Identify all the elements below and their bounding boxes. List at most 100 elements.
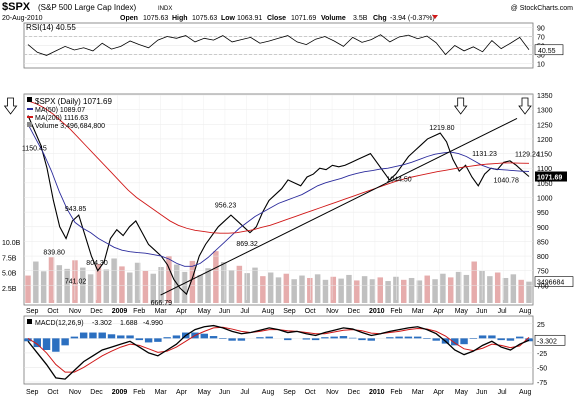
price-tick-label: 1350	[537, 93, 553, 100]
macd-line	[27, 324, 530, 380]
volume-tick-label: 5.0B	[2, 271, 17, 278]
ma50-line	[27, 124, 530, 267]
macd-histogram-bar	[497, 338, 505, 341]
price-tick-label: 700	[537, 283, 549, 290]
macd-histogram-bar	[413, 336, 422, 339]
macd-histogram-bar	[525, 338, 533, 342]
macd-histogram-bar	[237, 338, 246, 341]
down-arrow-icon	[3, 97, 18, 115]
macd-x-tick-label: Nov	[69, 389, 82, 396]
down-triangle-icon	[432, 15, 438, 19]
macd-histogram-bar	[42, 338, 51, 350]
volume-bar	[440, 273, 446, 303]
price-line	[27, 115, 530, 296]
volume-bar	[385, 281, 391, 303]
macd-x-tick-label: Aug	[262, 389, 275, 396]
volume-bar	[220, 262, 227, 303]
macd-histogram-bar	[200, 333, 208, 339]
legend-swatch-volume	[27, 122, 32, 127]
x-tick-label: Apr	[176, 308, 188, 315]
legend-swatch-spx	[27, 97, 32, 102]
x-tick-label: May	[455, 308, 469, 315]
macd-histogram-bar	[89, 332, 97, 339]
volume-bar	[494, 272, 501, 303]
rsi-tick-label: 70	[537, 35, 545, 42]
macd-histogram-bar	[107, 334, 116, 339]
volume-bar	[150, 273, 156, 303]
watermark: @ StockCharts.com	[511, 5, 574, 12]
x-tick-label: Aug	[262, 308, 275, 315]
x-tick-label: 2010	[369, 308, 385, 315]
x-tick-label: Mar	[155, 308, 168, 315]
volume-bar	[502, 277, 509, 303]
volume-bar	[244, 273, 250, 303]
price-legend-ma200: MA(200) 1116.63	[35, 115, 88, 122]
price-annotation: 1040.78	[494, 178, 519, 185]
macd-histogram-bar	[284, 338, 292, 341]
macd-panel	[23, 315, 534, 385]
macd-x-tick-label: Mar	[412, 389, 425, 396]
volume-bar	[416, 280, 423, 303]
volume-bar	[408, 277, 415, 303]
price-tick-label: 1300	[537, 108, 553, 115]
macd-histogram-bar	[256, 337, 264, 339]
volume-value-box	[534, 276, 574, 287]
volume-bar	[307, 277, 313, 303]
volume-bar	[314, 274, 321, 303]
price-tick-label: 1050	[537, 181, 553, 188]
volume-bar	[25, 275, 31, 303]
volume-bar	[134, 262, 141, 303]
macd-x-tick-label: Sep	[283, 389, 296, 396]
volume-bar	[432, 279, 438, 303]
volume-bar	[361, 276, 368, 303]
macd-histogram-bar	[302, 338, 311, 340]
macd-histogram-bar	[330, 336, 338, 339]
x-tick-label: Jun	[219, 308, 230, 315]
macd-x-tick-label: May	[455, 389, 469, 396]
volume-bar	[369, 279, 376, 303]
volume-bar	[518, 279, 524, 303]
price-annotation: 666.79	[151, 300, 173, 307]
macd-histogram-bar	[52, 338, 60, 352]
volume-bar	[291, 279, 297, 303]
macd-histogram-bar	[154, 338, 162, 342]
price-annotation: 869.32	[236, 241, 258, 248]
price-tick-label: 750	[537, 269, 549, 276]
volume-bar	[119, 266, 125, 303]
macd-x-tick-label: Jul	[240, 389, 249, 396]
macd-histogram-bar	[469, 338, 478, 339]
x-tick-label: May	[197, 308, 211, 315]
macd-x-tick-label: Oct	[47, 389, 58, 396]
price-tick-label: 1250	[537, 122, 553, 129]
rsi-tick-label: 90	[537, 26, 545, 33]
macd-histogram-bar	[395, 336, 403, 339]
volume-bar	[48, 257, 55, 303]
x-tick-label: Apr	[433, 308, 445, 315]
macd-histogram-bar	[386, 337, 394, 339]
macd-x-tick-label: 2010	[369, 389, 385, 396]
macd-x-tick-label: Mar	[155, 389, 168, 396]
rsi-value-box	[534, 44, 564, 56]
macd-histogram-bar	[367, 338, 375, 341]
macd-histogram-bar	[321, 337, 329, 339]
macd-x-tick-label: Jun	[476, 389, 487, 396]
volume-tick-label: 10.0B	[2, 240, 21, 247]
chart-date: 20-Aug-2010	[2, 15, 43, 22]
macd-tick-label: 25	[537, 322, 545, 329]
volume-bar	[330, 276, 337, 303]
macd-histogram-bar	[61, 338, 69, 346]
volume-bar	[95, 263, 102, 303]
legend-swatch-macd	[27, 319, 32, 324]
macd-histogram-bar	[219, 338, 227, 339]
volume-value-label: 3496684	[537, 280, 564, 287]
macd-histogram-bar	[339, 336, 348, 339]
ma200-line	[27, 100, 530, 234]
macd-histogram-bar	[506, 338, 515, 341]
price-tick-label: 950	[537, 210, 549, 217]
macd-x-tick-label: Apr	[176, 389, 188, 396]
down-arrow-icon	[518, 97, 532, 115]
price-legend-spx: $SPX (Daily) 1071.69	[35, 97, 112, 106]
macd-histogram-bar	[460, 338, 468, 345]
